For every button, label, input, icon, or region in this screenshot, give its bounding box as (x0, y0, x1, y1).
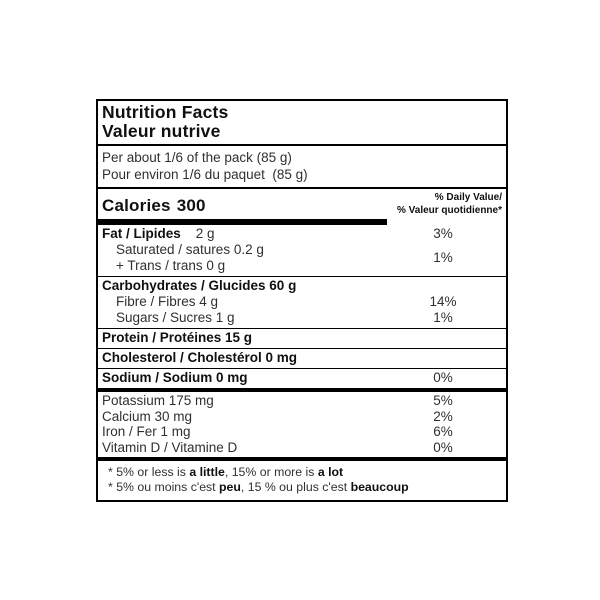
micronutrients-group: Potassium 175 mg 5% Calcium 30 mg 2% Iro… (98, 392, 506, 457)
sodium-group: Sodium / Sodium 0 mg 0% (98, 369, 506, 388)
calories-thick-rule (98, 219, 387, 225)
carb-protein-divider (98, 328, 506, 329)
potassium-label: Potassium 175 mg (102, 393, 214, 408)
daily-value-header: % Daily Value/ % Valeur quotidienne* (397, 191, 502, 217)
calories-label: Calories (102, 196, 171, 215)
potassium-daily-value: 5% (433, 393, 453, 408)
protein-label: Protein / Protéines 15 g (102, 330, 253, 345)
iron-row: Iron / Fer 1 mg 6% (98, 424, 506, 440)
calories-row: Calories 300 (102, 191, 206, 216)
footnote-section: * 5% or less is a little, 15% or more is… (98, 461, 506, 500)
fat-label: Fat / Lipides (102, 226, 181, 241)
cholesterol-label: Cholesterol / Cholestérol 0 mg (102, 350, 298, 365)
title-french: Valeur nutrive (102, 121, 221, 141)
daily-value-header-english: % Daily Value/ (434, 192, 502, 203)
calcium-daily-value: 2% (433, 408, 453, 424)
footnote-fr-bold-peu: peu (219, 479, 241, 494)
calories-value: 300 (176, 196, 206, 215)
cholesterol-group: Cholesterol / Cholestérol 0 mg (98, 349, 506, 368)
saturated-fat-label: Saturated / satures 0.2 g (116, 242, 264, 257)
footnote-en-bold-lot: a lot (317, 465, 344, 479)
vitamin-d-row: Vitamin D / Vitamine D 0% (98, 440, 506, 456)
fibre-daily-value: 14% (429, 294, 457, 309)
vitamin-d-label: Vitamin D / Vitamine D (102, 439, 238, 455)
protein-group: Protein / Protéines 15 g (98, 329, 506, 348)
cholesterol-row: Cholesterol / Cholestérol 0 mg (98, 350, 506, 366)
nutrition-facts-label: Nutrition Facts Valeur nutrive Per about… (96, 99, 508, 502)
saturated-trans-labels: Saturated / satures 0.2 g + Trans / tran… (102, 242, 384, 274)
fibre-label: Fibre / Fibres 4 g (116, 294, 219, 309)
trans-fat-label: + Trans / trans 0 g (116, 258, 226, 273)
sodium-thick-rule (98, 388, 506, 392)
serving-divider (98, 187, 506, 189)
fat-row: Fat / Lipides 2 g 3% (98, 226, 506, 242)
saturated-trans-row: Saturated / satures 0.2 g + Trans / tran… (98, 242, 506, 274)
fat-amount: 2 g (195, 226, 215, 241)
carbohydrate-group: Carbohydrates / Glucides 60 g Fibre / Fi… (98, 277, 506, 328)
footnote-fr-text: * 5% ou moins c'est (108, 479, 220, 494)
footnote-fr-bold-beaucoup: beaucoup (350, 479, 409, 494)
sugars-row: Sugars / Sucres 1 g 1% (98, 310, 506, 326)
fat-carb-divider (98, 276, 506, 277)
serving-size-french: Pour environ 1/6 du paquet (85 g) (102, 167, 308, 182)
potassium-row: Potassium 175 mg 5% (98, 393, 506, 409)
sugars-label: Sugars / Sucres 1 g (116, 310, 235, 325)
calcium-row: Calcium 30 mg 2% (98, 409, 506, 425)
sugars-daily-value: 1% (433, 310, 453, 325)
daily-value-header-french: % Valeur quotidienne* (396, 204, 502, 216)
footnote-en-mid: , 15% or more is (224, 465, 318, 479)
footnote-en-text: * 5% or less is (108, 465, 190, 479)
carbohydrate-label: Carbohydrates / Glucides 60 g (102, 278, 297, 293)
label-header: Nutrition Facts Valeur nutrive (98, 101, 506, 144)
protein-cholesterol-divider (98, 348, 506, 349)
fibre-row: Fibre / Fibres 4 g 14% (98, 294, 506, 310)
title-english: Nutrition Facts (102, 102, 229, 122)
cholesterol-sodium-divider (98, 368, 506, 369)
fat-group: Fat / Lipides 2 g 3% Saturated / satures… (98, 225, 506, 276)
vitamin-d-daily-value: 0% (433, 439, 453, 455)
footnote-french: * 5% ou moins c'est peu, 15 % ou plus c'… (108, 480, 502, 495)
fat-daily-value: 3% (433, 226, 453, 241)
sodium-label: Sodium / Sodium 0 mg (102, 370, 248, 385)
calories-section: Calories 300 % Daily Value/ % Valeur quot… (98, 189, 506, 219)
sodium-row: Sodium / Sodium 0 mg 0% (98, 370, 506, 386)
iron-daily-value: 6% (433, 424, 453, 439)
footnote-thick-rule (98, 457, 506, 461)
sodium-daily-value: 0% (433, 370, 453, 385)
saturated-trans-daily-value: 1% (433, 250, 453, 265)
iron-label: Iron / Fer 1 mg (102, 424, 191, 439)
serving-size-section: Per about 1/6 of the pack (85 g) Pour en… (98, 146, 506, 187)
header-divider (98, 144, 506, 146)
serving-size-english: Per about 1/6 of the pack (85 g) (102, 150, 292, 165)
carbohydrate-row: Carbohydrates / Glucides 60 g (98, 278, 506, 294)
footnote-english: * 5% or less is a little, 15% or more is… (108, 465, 502, 480)
protein-row: Protein / Protéines 15 g (98, 330, 506, 346)
footnote-fr-mid: , 15 % ou plus c'est (240, 479, 351, 494)
footnote-en-bold-little: a little (189, 465, 225, 479)
calcium-label: Calcium 30 mg (102, 408, 193, 424)
